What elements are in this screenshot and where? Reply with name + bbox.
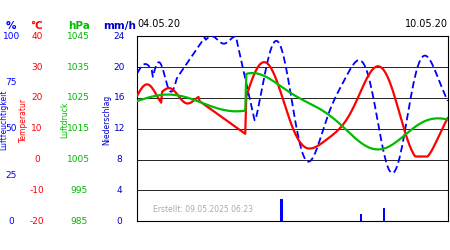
Text: 0: 0	[117, 217, 122, 226]
Text: Luftdruck: Luftdruck	[61, 101, 70, 138]
Text: 10.05.20: 10.05.20	[405, 19, 448, 29]
Text: Niederschlag: Niederschlag	[103, 94, 112, 144]
Text: 04.05.20: 04.05.20	[137, 19, 180, 29]
Text: Luftfeuchtigkeit: Luftfeuchtigkeit	[0, 89, 8, 150]
Text: 40: 40	[31, 32, 43, 41]
Text: Erstellt: 09.05.2025 06:23: Erstellt: 09.05.2025 06:23	[153, 205, 253, 214]
Text: 75: 75	[5, 78, 17, 87]
Text: hPa: hPa	[68, 21, 90, 31]
Bar	[280, 199, 283, 221]
Text: 1015: 1015	[67, 124, 90, 133]
Text: 20: 20	[113, 62, 125, 72]
Text: 12: 12	[113, 124, 125, 133]
Text: 0: 0	[9, 217, 14, 226]
Bar	[383, 208, 385, 221]
Text: 20: 20	[31, 94, 43, 102]
Text: Temperatur: Temperatur	[19, 98, 28, 142]
Text: 24: 24	[113, 32, 125, 41]
Text: -20: -20	[30, 217, 44, 226]
Text: 10: 10	[31, 124, 43, 133]
Text: -10: -10	[30, 186, 44, 195]
Text: 1045: 1045	[68, 32, 90, 41]
Text: 16: 16	[113, 94, 125, 102]
Text: 995: 995	[70, 186, 87, 195]
Text: 1005: 1005	[67, 155, 90, 164]
Text: 985: 985	[70, 217, 87, 226]
Text: %: %	[6, 21, 17, 31]
Text: 1025: 1025	[68, 94, 90, 102]
Text: 8: 8	[117, 155, 122, 164]
Text: 1035: 1035	[67, 62, 90, 72]
Text: 4: 4	[117, 186, 122, 195]
Text: mm/h: mm/h	[103, 21, 136, 31]
Text: 25: 25	[5, 170, 17, 179]
Text: °C: °C	[31, 21, 43, 31]
Text: 50: 50	[5, 124, 17, 133]
Text: 30: 30	[31, 62, 43, 72]
Text: 100: 100	[3, 32, 20, 41]
Text: 0: 0	[34, 155, 40, 164]
Bar	[360, 214, 362, 221]
